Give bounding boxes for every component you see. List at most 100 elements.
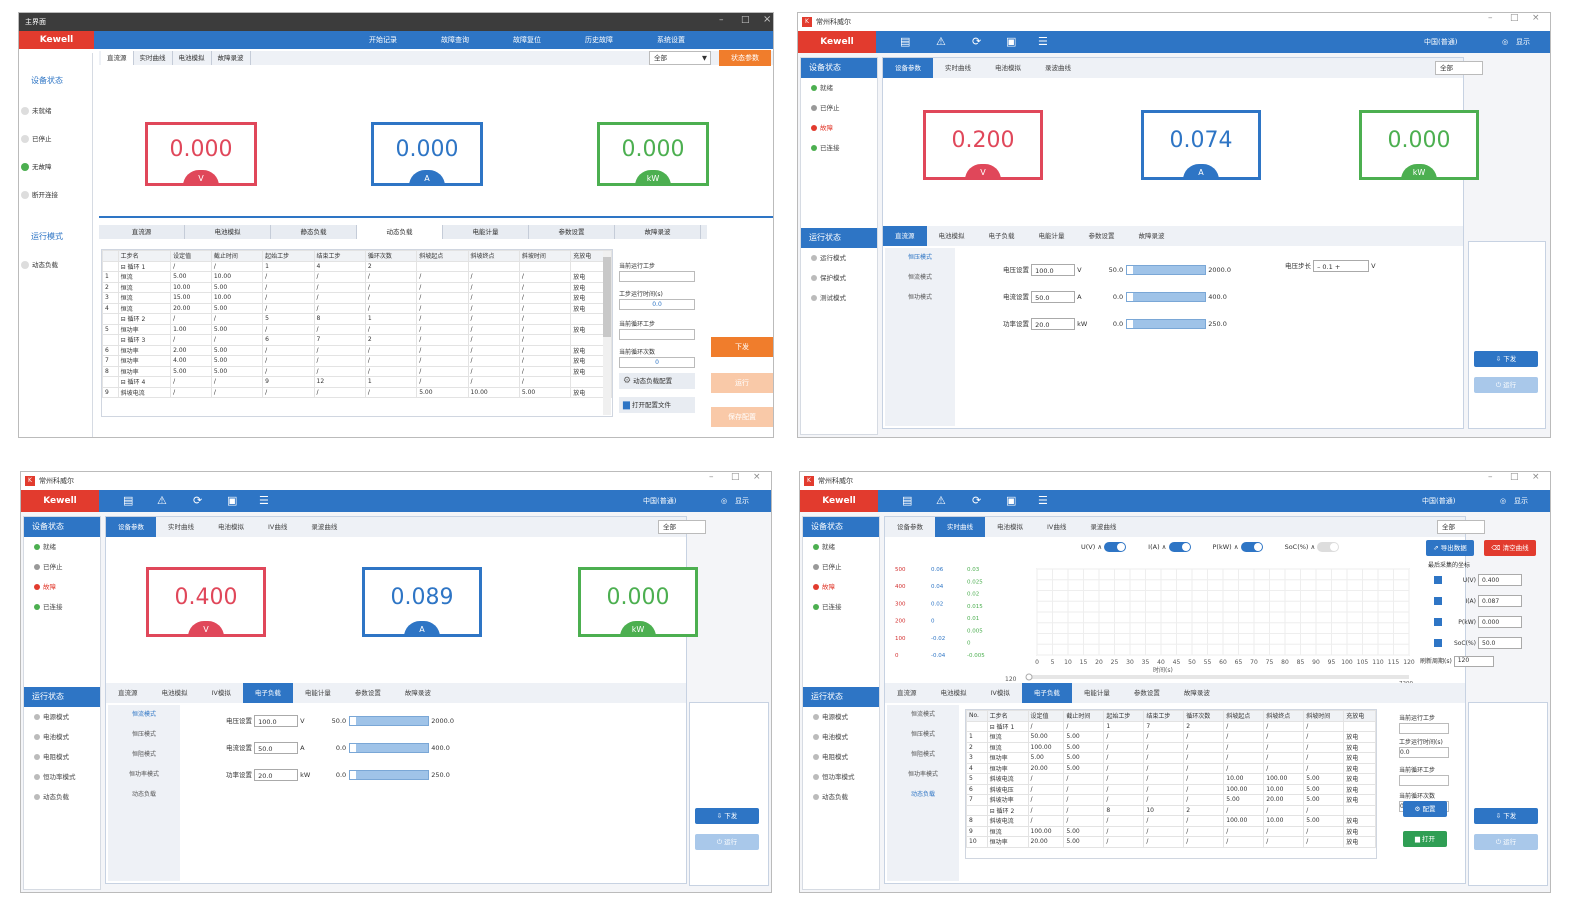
save-config-button[interactable]: 保存配置: [711, 407, 773, 427]
sub-tab[interactable]: 动态负载: [357, 225, 443, 239]
top-menu-item[interactable]: 系统设置: [657, 36, 685, 44]
mode-item[interactable]: 恒流模式: [131, 711, 156, 718]
tab-4[interactable]: 录波曲线: [311, 523, 338, 531]
cursor-checkbox[interactable]: [1434, 597, 1442, 605]
table-row[interactable]: 3 恒功率 5.00 5.00// / / / / 放电: [966, 752, 1376, 764]
setting-stepper[interactable]: 50.0: [254, 742, 299, 754]
close-icon[interactable]: ×: [753, 472, 761, 482]
setting-slider[interactable]: [1126, 319, 1207, 329]
table-row[interactable]: 4 恒流 20.00 5.00// / / / / 放电: [102, 302, 612, 314]
table-row[interactable]: ⊟ 循环 3//6 7 2// /: [102, 334, 612, 346]
table-row[interactable]: ⊟ 循环 1//1 7 2// /: [966, 720, 1376, 732]
status-params-button[interactable]: 状态参数: [719, 50, 771, 66]
tab-4[interactable]: 录波曲线: [1090, 523, 1117, 531]
tab-0[interactable]: 设备参数: [106, 517, 156, 537]
run-mode-item[interactable]: 电源模式: [803, 707, 879, 727]
tab-0[interactable]: 直流源: [897, 689, 917, 697]
filter-select[interactable]: 全部: [1435, 61, 1483, 75]
document-icon[interactable]: ▤: [902, 494, 913, 507]
close-icon[interactable]: ×: [1532, 472, 1540, 482]
warning-icon[interactable]: ⚠: [936, 494, 946, 507]
list-icon[interactable]: ☰: [1038, 494, 1048, 507]
cursor-checkbox[interactable]: [1434, 639, 1442, 647]
mode-item[interactable]: 恒功率模式: [128, 771, 159, 778]
config-button[interactable]: ⚙ 配置: [1403, 801, 1447, 817]
mode-item[interactable]: 恒功模式: [907, 294, 932, 301]
maximize-icon[interactable]: □: [1510, 472, 1519, 482]
run-mode-item[interactable]: 恒功率模式: [24, 767, 100, 787]
top-tab[interactable]: 故障录波: [212, 51, 251, 65]
run-mode-item[interactable]: 电阻模式: [803, 747, 879, 767]
mode-item[interactable]: 恒压模式: [131, 731, 156, 738]
legend-item[interactable]: I(A) ∧: [1148, 542, 1191, 552]
run-mode-item[interactable]: 保护模式: [801, 268, 877, 288]
tab-2[interactable]: 电池模拟: [218, 523, 244, 531]
run-mode-item[interactable]: 电阻模式: [24, 747, 100, 767]
table-row[interactable]: 7 恒功率 4.00 5.00// / / / / 放电: [102, 355, 612, 367]
tab-0[interactable]: 直流源: [118, 689, 138, 697]
tab-6[interactable]: 故障录波: [1183, 689, 1210, 697]
setting-stepper[interactable]: 100.0: [1031, 264, 1076, 276]
mode-item[interactable]: 动态负载: [131, 791, 156, 798]
warning-icon[interactable]: ⚠: [936, 35, 946, 48]
sub-tab[interactable]: 故障录波: [615, 225, 701, 239]
display-label[interactable]: 显示: [1516, 38, 1530, 46]
device-status-item[interactable]: 无故障: [19, 153, 58, 181]
refresh-icon[interactable]: ⟳: [972, 35, 982, 48]
tab-1[interactable]: 电池模拟: [938, 232, 965, 240]
tab-3[interactable]: 录波曲线: [1045, 64, 1071, 72]
tab-3[interactable]: 电子负载: [1021, 683, 1072, 703]
top-tab[interactable]: 实时曲线: [134, 51, 173, 65]
run-button[interactable]: ⏻ 运行: [1474, 377, 1538, 393]
table-row[interactable]: 7 斜坡功率 / / / //5.00 20.00 5.00 放电: [966, 794, 1376, 806]
run-mode-item[interactable]: 测试模式: [801, 288, 877, 308]
open-button[interactable]: ▆ 打开: [1403, 831, 1447, 847]
save-icon[interactable]: ▣: [227, 494, 238, 507]
top-menu-item[interactable]: 故障复位: [513, 36, 541, 44]
issue-button[interactable]: ⇩ 下发: [1474, 351, 1538, 367]
tab-5[interactable]: 参数设置: [354, 689, 381, 697]
sub-tab[interactable]: 参数设置: [529, 225, 615, 239]
device-status-item[interactable]: 已停止: [19, 125, 58, 153]
filter-select[interactable]: 全部: [658, 520, 706, 534]
legend-item[interactable]: P(kW) ∧: [1213, 542, 1263, 552]
tab-1[interactable]: 实时曲线: [168, 523, 194, 531]
top-menu-item[interactable]: 历史故障: [585, 36, 613, 44]
maximize-icon[interactable]: □: [741, 15, 750, 25]
list-icon[interactable]: ☰: [1038, 35, 1048, 48]
maximize-icon[interactable]: □: [731, 472, 740, 482]
export-data-button[interactable]: ⇗ 导出数据: [1426, 540, 1474, 556]
table-row[interactable]: ⊟ 循环 4//9 12 1// /: [102, 376, 612, 388]
run-button[interactable]: ⏻ 运行: [695, 834, 759, 850]
tab-1[interactable]: 电池模拟: [161, 689, 188, 697]
sub-tab[interactable]: 电能计量: [443, 225, 529, 239]
save-icon[interactable]: ▣: [1006, 494, 1017, 507]
refresh-icon[interactable]: ⟳: [972, 494, 982, 507]
cursor-checkbox[interactable]: [1434, 576, 1442, 584]
legend-toggle[interactable]: [1168, 542, 1191, 552]
table-row[interactable]: 3 恒流 15.00 10.00// / / / / 放电: [102, 292, 612, 304]
display-icon[interactable]: ◎: [721, 497, 728, 505]
mode-item[interactable]: 恒压模式: [907, 254, 932, 261]
table-row[interactable]: 5 斜坡电流 / / / //10.00 100.00 5.00 放电: [966, 773, 1376, 785]
top-tab[interactable]: 直流源: [101, 51, 134, 65]
refresh-icon[interactable]: ⟳: [193, 494, 203, 507]
run-button[interactable]: 运行: [711, 373, 773, 393]
tab-2[interactable]: IV模拟: [990, 689, 1010, 697]
minimize-icon[interactable]: –: [1488, 13, 1493, 23]
table-row[interactable]: 6 恒功率 2.00 5.00// / / / / 放电: [102, 344, 612, 356]
maximize-icon[interactable]: □: [1510, 13, 1519, 23]
legend-toggle[interactable]: [1104, 542, 1127, 552]
clear-curve-button[interactable]: ⌫ 清空曲线: [1484, 540, 1536, 556]
scrollbar[interactable]: [603, 251, 611, 415]
tab-3[interactable]: 电子负载: [242, 683, 293, 703]
scrollbar-thumb[interactable]: [603, 257, 611, 337]
tab-3[interactable]: 电能计量: [1038, 232, 1065, 240]
display-label[interactable]: 显示: [735, 497, 749, 505]
tab-1[interactable]: 电池模拟: [940, 689, 967, 697]
minimize-icon[interactable]: –: [709, 472, 714, 482]
top-menu-item[interactable]: 开始记录: [369, 36, 397, 44]
setting-slider[interactable]: [1126, 265, 1207, 275]
mode-item[interactable]: 恒阻模式: [910, 751, 935, 758]
tab-4[interactable]: 电能计量: [304, 689, 331, 697]
